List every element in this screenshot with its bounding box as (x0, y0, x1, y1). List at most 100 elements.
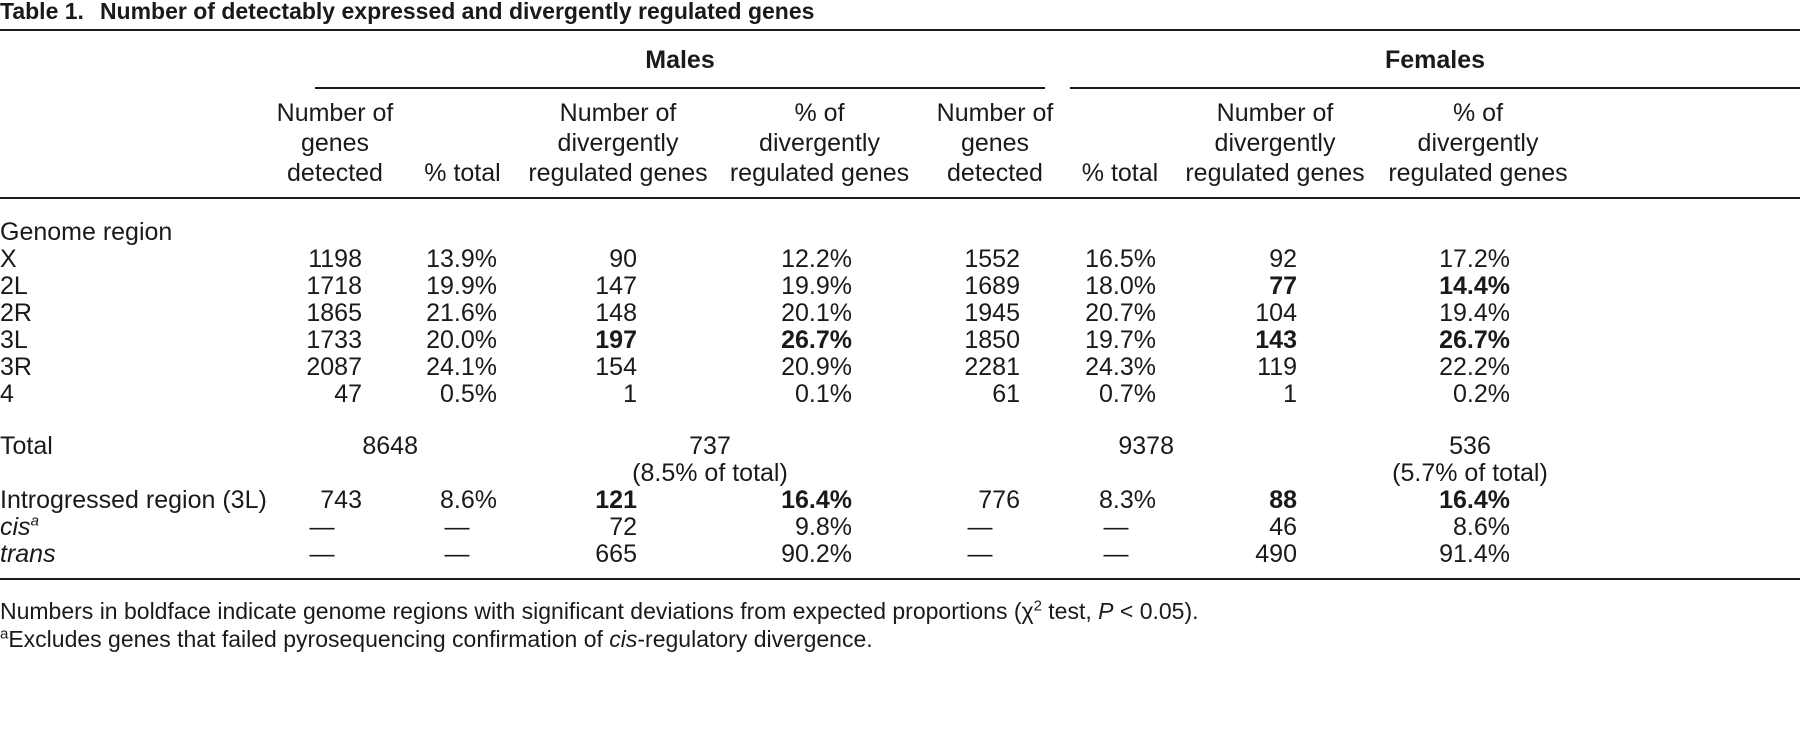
females-group-rule (1070, 87, 1800, 89)
table-cell: 776 (978, 486, 1020, 514)
row-label: cisa (0, 512, 39, 542)
table-cell: 0.5% (440, 380, 497, 408)
column-header-3: Number of divergently regulated genes (518, 99, 718, 188)
table-title: Number of detectably expressed and diver… (99, 0, 815, 24)
footnote-text: < 0.05). (1113, 598, 1199, 624)
table-label: Table 1. (0, 0, 84, 24)
total-males-divergent: 737 (689, 432, 731, 460)
row-label-text: X (0, 245, 17, 273)
table-cell: 22.2% (1439, 353, 1510, 381)
table-cell: 0.7% (1099, 380, 1156, 408)
table-cell: 20.9% (781, 353, 852, 381)
column-header-text: Number of divergently regulated genes (528, 99, 708, 187)
column-header-text: % total (1081, 159, 1159, 187)
footnote-marker: a (0, 625, 9, 643)
column-header-4: % of divergently regulated genes (722, 99, 917, 188)
table-cell: 19.9% (781, 272, 852, 300)
table-cell: — (1103, 540, 1129, 568)
table-cell: 143 (1255, 326, 1297, 354)
table-cell: 8.3% (1099, 486, 1156, 514)
row-label: Introgressed region (3L) (0, 485, 267, 515)
total-males-detected: 8648 (362, 432, 418, 460)
table-cell: 665 (595, 540, 637, 568)
row-label: 2L (0, 271, 28, 301)
table-cell: 24.3% (1085, 353, 1156, 381)
table-cell: 20.0% (426, 326, 497, 354)
column-header-text: Number of genes detected (276, 99, 394, 187)
row-label-text: trans (0, 540, 56, 568)
table-cell: 46 (1269, 513, 1297, 541)
table-cell: 61 (992, 380, 1020, 408)
table-cell: — (309, 540, 335, 568)
table-cell: 24.1% (426, 353, 497, 381)
top-rule (0, 29, 1800, 31)
table-cell: 47 (334, 380, 362, 408)
table-cell: 2087 (306, 353, 362, 381)
column-header-1: Number of genes detected (265, 99, 405, 188)
table-cell: 104 (1255, 299, 1297, 327)
table-cell: 8.6% (440, 486, 497, 514)
table-cell: — (309, 513, 335, 541)
table-cell: 197 (595, 326, 637, 354)
footnote-italic-term: cis (609, 626, 638, 652)
table-cell: 2281 (964, 353, 1020, 381)
table-cell: 121 (595, 486, 637, 514)
table-cell: 1865 (306, 299, 362, 327)
table-cell: 12.2% (781, 245, 852, 273)
table-cell: 0.2% (1453, 380, 1510, 408)
table-cell: — (444, 513, 470, 541)
total-males-divergent-pct: (8.5% of total) (632, 459, 788, 487)
column-header-text: % of divergently regulated genes (1388, 99, 1568, 187)
table-cell: 1718 (306, 272, 362, 300)
footnote-p-symbol: P (1098, 598, 1114, 624)
table-cell: 1 (1283, 380, 1297, 408)
table-cell: 17.2% (1439, 245, 1510, 273)
table-cell: — (967, 540, 993, 568)
table-cell: 1945 (964, 299, 1020, 327)
table-cell: 21.6% (426, 299, 497, 327)
table-cell: 20.1% (781, 299, 852, 327)
table-cell: 16.5% (1085, 245, 1156, 273)
footnote-a: aExcludes genes that failed pyrosequenci… (0, 624, 873, 654)
table-cell: 119 (1257, 353, 1297, 381)
table-cell: 147 (595, 272, 637, 300)
table-cell: — (444, 540, 470, 568)
section-label: Genome region (0, 218, 173, 246)
footnote-text: Numbers in boldface indicate genome regi… (0, 598, 1034, 624)
row-label: 2R (0, 298, 32, 328)
row-label-superscript: a (30, 512, 39, 530)
row-label-text: 4 (0, 380, 14, 408)
row-label-text: 3L (0, 326, 28, 354)
table-cell: 8.6% (1453, 513, 1510, 541)
column-header-text: Number of divergently regulated genes (1185, 99, 1365, 187)
row-label: 3L (0, 325, 28, 355)
table-cell: 148 (595, 299, 637, 327)
column-header-6: % total (1070, 100, 1170, 188)
table-cell: 72 (609, 513, 637, 541)
table-cell: 90 (609, 245, 637, 273)
table-cell: 1198 (308, 245, 362, 273)
table-cell: 92 (1269, 245, 1297, 273)
row-label: X (0, 244, 17, 274)
row-label-text: 3R (0, 353, 32, 381)
column-header-text: % total (424, 159, 501, 187)
footnote-text: test, (1041, 598, 1099, 624)
table-cell: 19.7% (1085, 326, 1156, 354)
table-cell: 154 (595, 353, 637, 381)
table-cell: 90.2% (781, 540, 852, 568)
table-cell: 26.7% (1439, 326, 1510, 354)
table-caption: Table 1. Number of detectably expressed a… (0, 0, 814, 25)
table-cell: 9.8% (795, 513, 852, 541)
row-label: 3R (0, 352, 32, 382)
table-cell: 91.4% (1439, 540, 1510, 568)
table-cell: 0.1% (795, 380, 852, 408)
footnote-superscript: 2 (1033, 597, 1042, 615)
column-header-2: % total (410, 100, 515, 188)
total-females-divergent: 536 (1449, 432, 1491, 460)
column-header-5: Number of genes detected (925, 99, 1065, 188)
table-cell: 16.4% (1439, 486, 1510, 514)
table-cell: 16.4% (781, 486, 852, 514)
table-cell: 1552 (964, 245, 1020, 273)
column-header-text: % of divergently regulated genes (729, 99, 910, 187)
